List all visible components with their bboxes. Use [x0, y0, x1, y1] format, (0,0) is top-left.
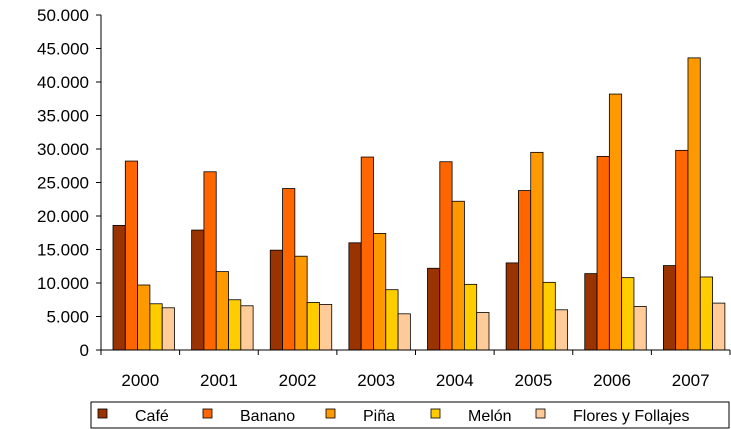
- bar-banano-2002: [282, 188, 296, 351]
- bar-melón-2004: [463, 283, 478, 351]
- bar-flores-y-follajes-2003: [397, 313, 411, 351]
- bar-piña-2007: [687, 57, 701, 351]
- legend: Café Banano Piña Melón Flores y Follajes: [90, 401, 730, 429]
- legend-label: Piña: [363, 408, 395, 425]
- bar-piña-2001: [215, 271, 229, 351]
- x-tick-label: 2006: [593, 371, 631, 390]
- bar-piña-2005: [530, 151, 544, 351]
- bar-café-2005: [505, 262, 519, 351]
- y-axis: 0 5.000 10.000 15.000 20.000 25.000 30.000 35.0…: [37, 6, 102, 360]
- y-tick-label: 0: [80, 341, 89, 360]
- y-tick-label: 25.000: [37, 174, 89, 193]
- x-tick-label: 2004: [436, 371, 474, 390]
- legend-swatch: [430, 408, 441, 419]
- bar-piña-2006: [608, 93, 623, 351]
- bar-banano-2000: [124, 160, 139, 351]
- bar-melón-2007: [699, 276, 713, 351]
- bar-café-2004: [427, 267, 441, 351]
- bar-melón-2003: [385, 289, 399, 351]
- y-tick-label: 50.000: [37, 6, 89, 25]
- bar-café-2001: [191, 229, 205, 351]
- bar-café-2006: [584, 273, 598, 351]
- y-tick-label: 15.000: [37, 241, 89, 260]
- legend-label: Melón: [468, 408, 512, 425]
- y-tick-label: 45.000: [37, 40, 89, 59]
- bar-banano-2005: [518, 190, 532, 351]
- y-tick-label: 30.000: [37, 140, 89, 159]
- bar-café-2000: [112, 224, 126, 351]
- legend-box: [90, 401, 730, 429]
- bar-banano-2003: [360, 156, 374, 351]
- bar-melón-2006: [621, 277, 635, 351]
- bar-flores-y-follajes-2007: [712, 302, 726, 351]
- y-tick-label: 40.000: [37, 73, 89, 92]
- legend-swatch: [535, 408, 546, 419]
- bar-banano-2006: [596, 155, 610, 351]
- legend-label: Café: [135, 408, 169, 425]
- bar-flores-y-follajes-2006: [633, 306, 647, 351]
- legend-label: Banano: [240, 408, 295, 425]
- y-tick-label: 35.000: [37, 107, 89, 126]
- legend-swatch: [97, 408, 108, 419]
- bar-melón-2001: [228, 299, 242, 351]
- x-tick-label: 2001: [200, 371, 238, 390]
- x-tick-label: 2002: [279, 371, 317, 390]
- legend-swatch: [325, 408, 336, 419]
- bar-piña-2000: [137, 284, 151, 351]
- x-tick-label: 2003: [357, 371, 395, 390]
- legend-label: Flores y Follajes: [573, 408, 689, 425]
- bar-melón-2005: [542, 281, 556, 351]
- y-tick-label: 10.000: [37, 274, 89, 293]
- bar-melón-2002: [306, 302, 320, 351]
- y-tick-label: 5.000: [46, 308, 89, 327]
- bar-piña-2002: [294, 255, 308, 351]
- bar-banano-2004: [439, 161, 453, 351]
- bar-café-2002: [269, 249, 283, 351]
- bar-flores-y-follajes-2001: [240, 305, 254, 351]
- x-axis: 2000 2001 2002 2003 2004 2005 2006 2007: [100, 349, 731, 390]
- bar-flores-y-follajes-2000: [161, 307, 175, 351]
- bar-café-2003: [348, 242, 362, 351]
- bar-piña-2003: [373, 233, 387, 351]
- x-tick-label: 2007: [672, 371, 710, 390]
- legend-swatch: [202, 408, 213, 419]
- x-tick-label: 2000: [121, 371, 159, 390]
- plot-area: [112, 57, 726, 351]
- y-tick-label: 20.000: [37, 207, 89, 226]
- bar-banano-2007: [675, 149, 689, 351]
- bar-café-2007: [662, 265, 677, 351]
- bar-melón-2000: [149, 303, 163, 351]
- bar-piña-2004: [451, 200, 465, 351]
- bar-flores-y-follajes-2005: [554, 309, 569, 351]
- bar-flores-y-follajes-2004: [476, 312, 490, 351]
- bar-banano-2001: [203, 171, 217, 351]
- x-tick-label: 2005: [515, 371, 553, 390]
- bar-flores-y-follajes-2002: [319, 304, 333, 351]
